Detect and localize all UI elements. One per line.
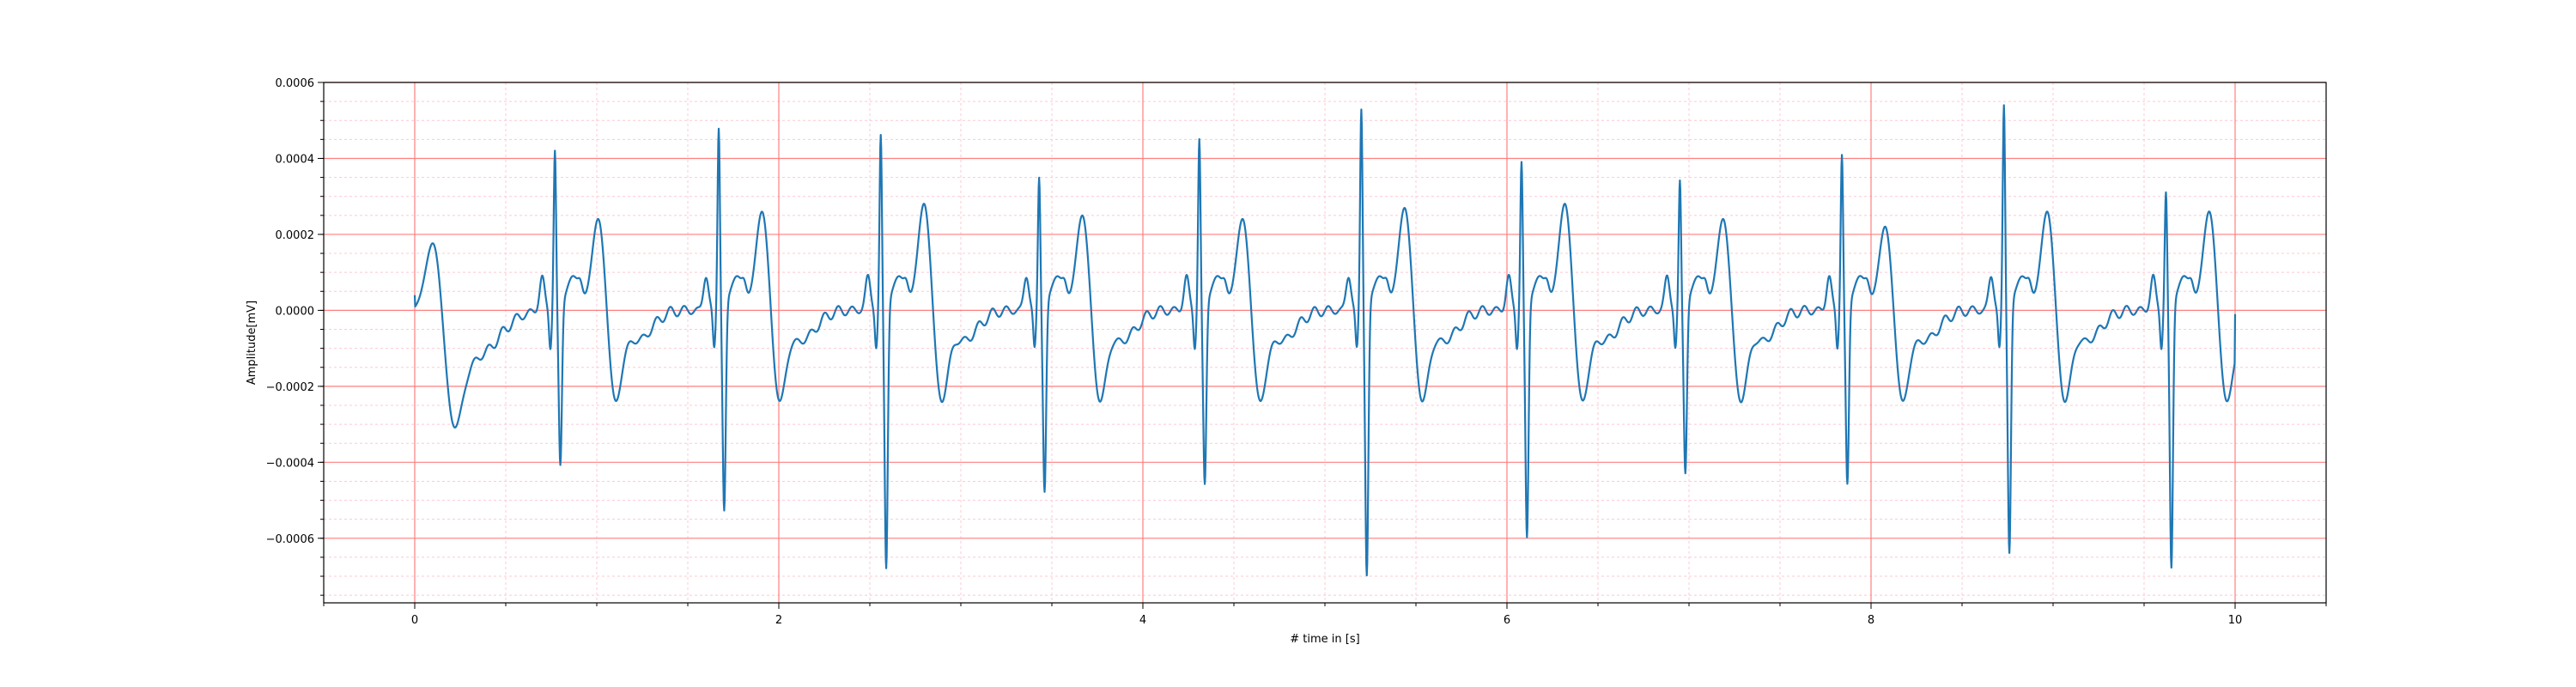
y-tick-label: 0.0000 — [276, 305, 315, 318]
y-tick-label: −0.0004 — [266, 457, 314, 470]
y-axis-label: Amplitude[mV] — [246, 301, 258, 385]
x-tick-label: 6 — [1504, 614, 1510, 627]
x-tick-label: 8 — [1868, 614, 1874, 627]
x-tick-label: 4 — [1139, 614, 1146, 627]
x-axis-label: # time in [s] — [1290, 633, 1359, 646]
x-tick-label: 0 — [411, 614, 418, 627]
y-tick-label: −0.0002 — [266, 381, 314, 394]
y-tick-label: 0.0004 — [276, 153, 315, 166]
x-axis-ticks: 0 2 4 6 8 10 — [323, 603, 2327, 627]
y-tick-label: −0.0006 — [266, 533, 314, 546]
x-tick-label: 2 — [775, 614, 782, 627]
x-tick-label: 10 — [2228, 614, 2243, 627]
y-tick-label: 0.0002 — [276, 229, 315, 242]
ecg-series-line — [413, 104, 2237, 577]
y-axis-ticks: 0.0006 0.0004 0.0002 0.0000 −0.0002 −0.0004 −0… — [266, 77, 324, 596]
y-tick-label: 0.0006 — [276, 77, 315, 90]
